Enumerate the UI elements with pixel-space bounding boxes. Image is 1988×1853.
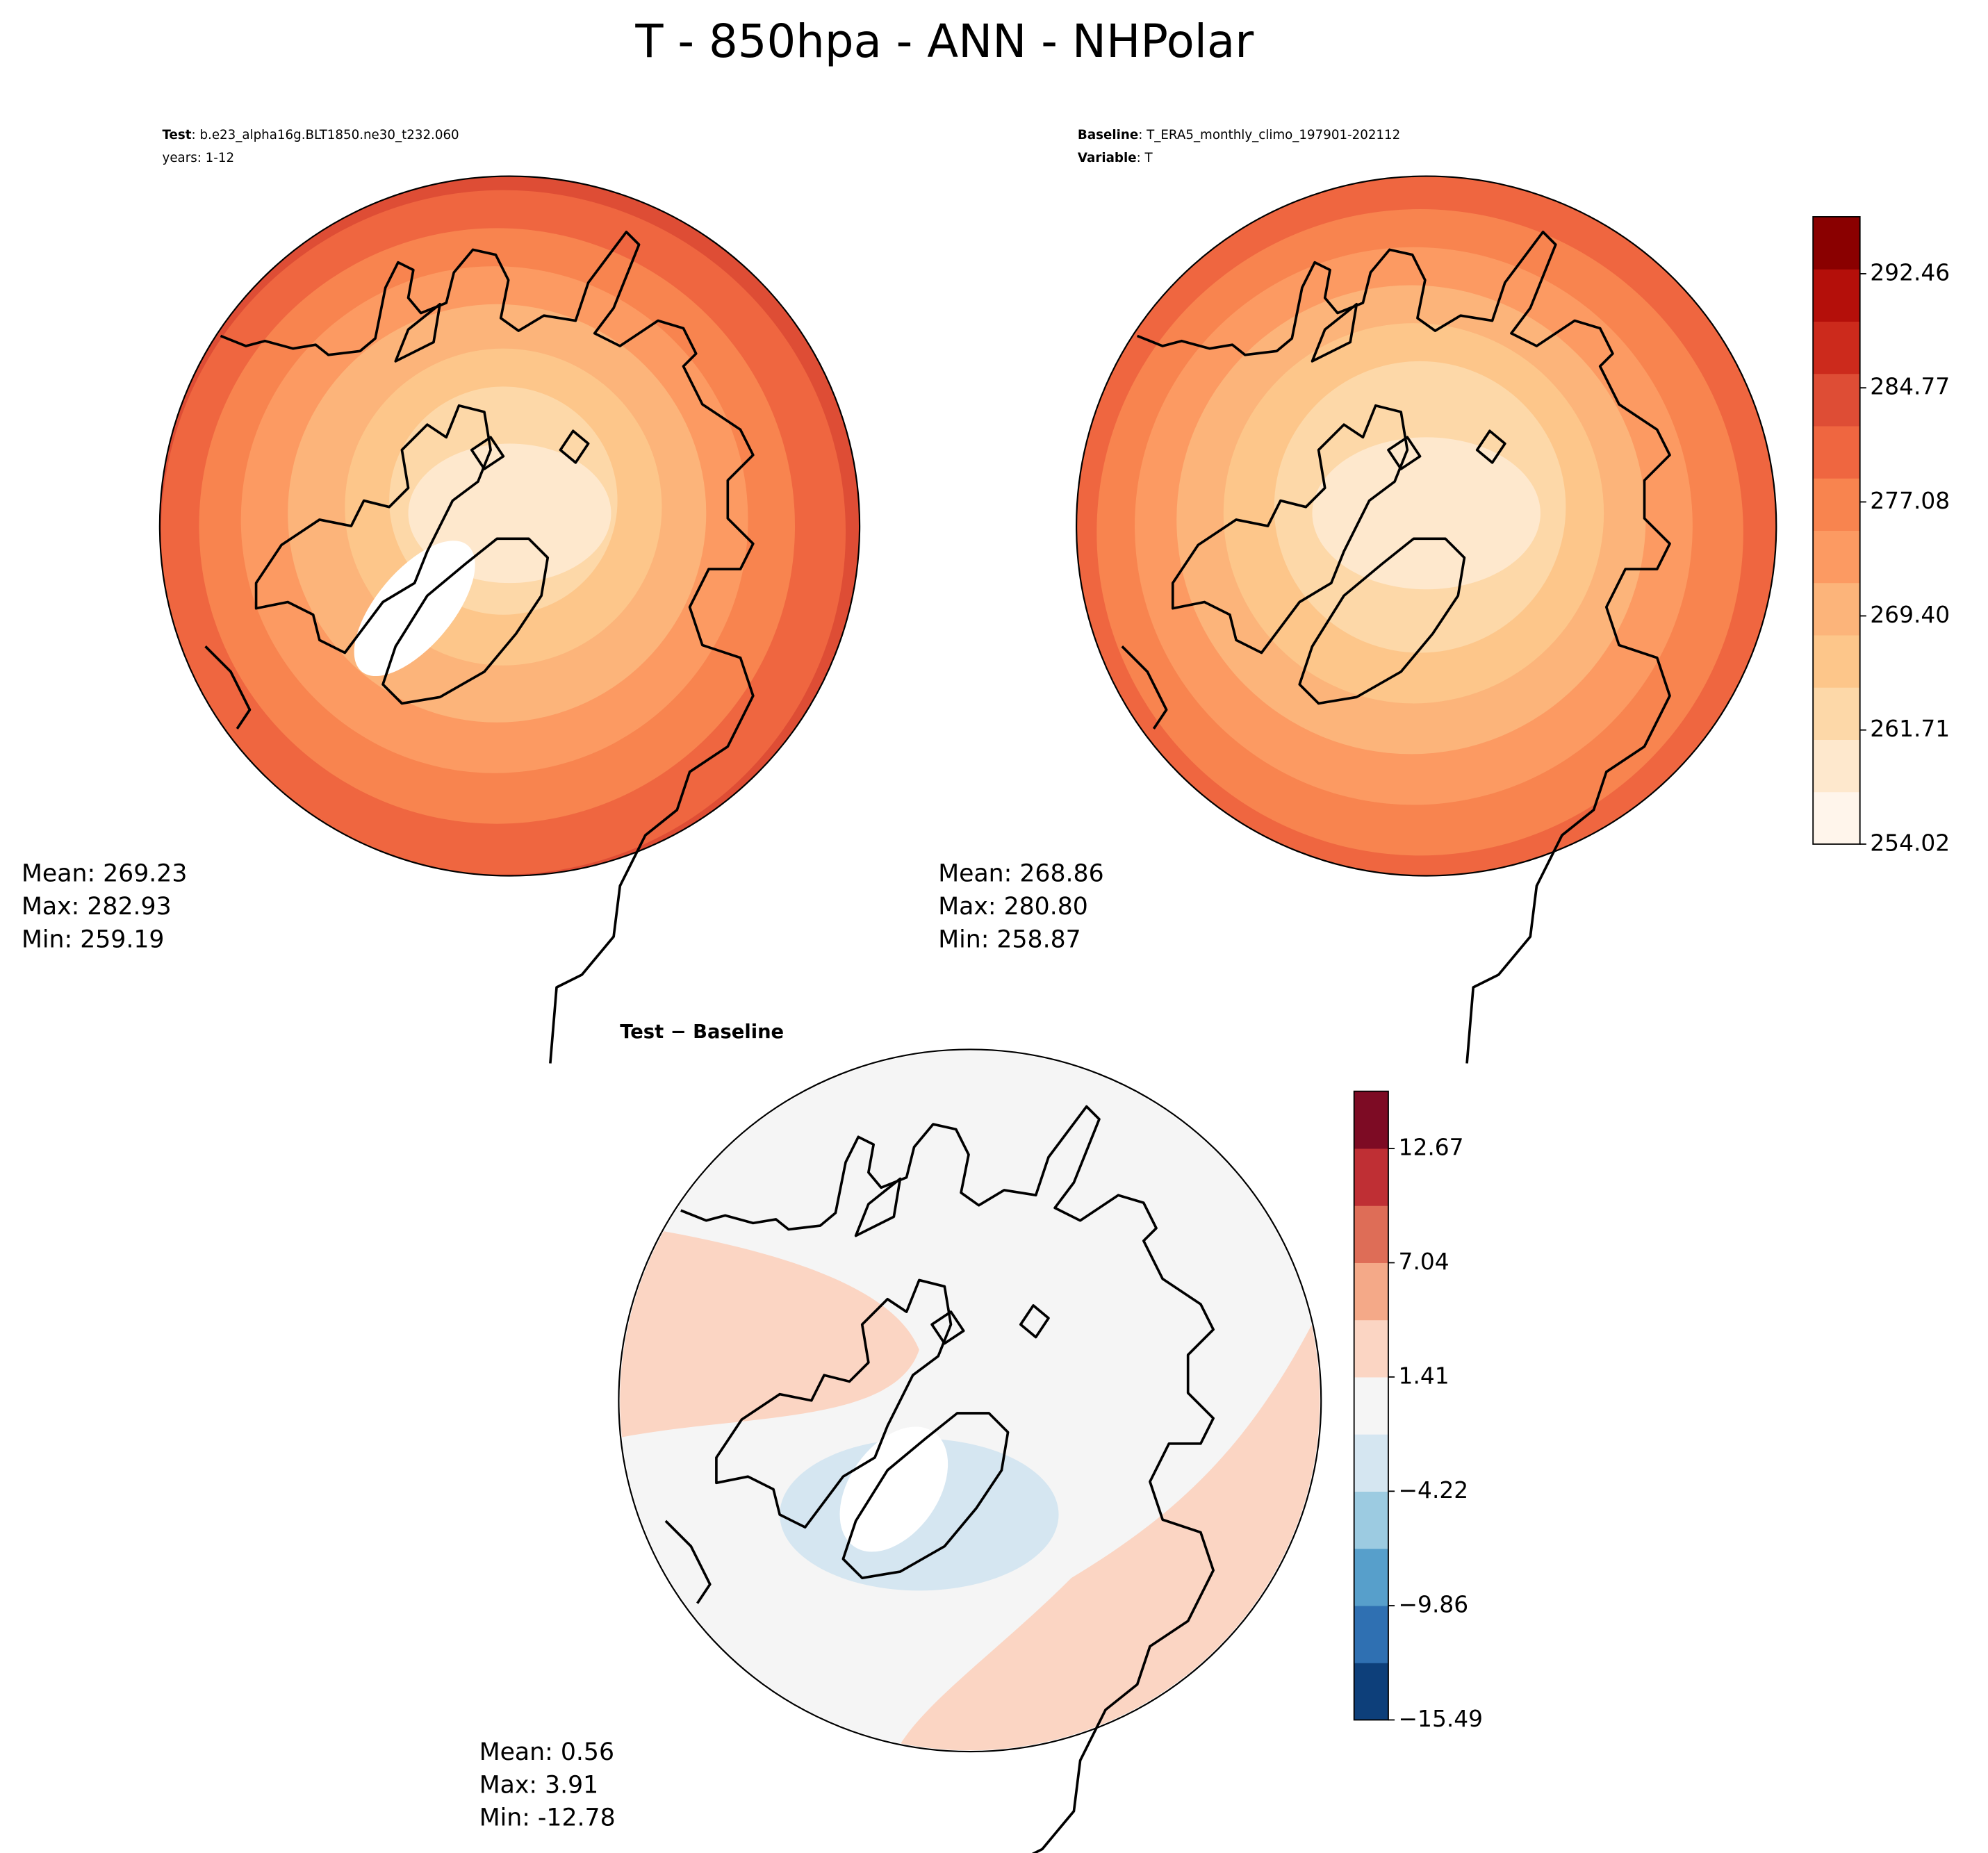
stat-line: Min: -12.78 xyxy=(479,1804,616,1832)
panel-title: Test − Baseline xyxy=(620,1021,784,1043)
colorbar-band xyxy=(1813,739,1860,793)
colorbar-tick-label: 1.41 xyxy=(1399,1362,1449,1389)
colorbar-band xyxy=(1813,791,1860,845)
map-border xyxy=(1076,175,1777,877)
stat-line: Min: 258.87 xyxy=(938,926,1081,954)
colorbar-tick-label: 261.71 xyxy=(1870,716,1950,742)
colorbar-band xyxy=(1813,425,1860,479)
map-panel xyxy=(129,146,890,1065)
colorbar-tick-label: 12.67 xyxy=(1399,1135,1464,1161)
colorbar-band xyxy=(1354,1376,1388,1435)
map-border xyxy=(158,175,861,877)
field xyxy=(589,1020,1350,1781)
colorbar-frame xyxy=(1353,1090,1389,1721)
panel-header: Test: b.e23_alpha16g.BLT1850.ne30_t232.0… xyxy=(163,128,459,142)
panel-header: years: 1-12 xyxy=(163,151,235,165)
field xyxy=(1046,146,1807,907)
map-panel xyxy=(1046,146,1807,1065)
missing-area xyxy=(354,541,475,677)
colorbar-band xyxy=(1354,1148,1388,1206)
colorbar-band xyxy=(1354,1434,1388,1492)
stat-line: Mean: 268.86 xyxy=(938,860,1103,888)
header-text: : b.e23_alpha16g.BLT1850.ne30_t232.060 xyxy=(192,128,459,142)
colorbar-tick-label: 284.77 xyxy=(1870,374,1950,400)
colorbar-band xyxy=(1813,373,1860,427)
map-panel xyxy=(589,1020,1350,1853)
colorbar-band xyxy=(1813,530,1860,584)
colorbar-band xyxy=(1813,216,1860,270)
colorbar-band xyxy=(1354,1205,1388,1263)
colorbar-band xyxy=(1354,1262,1388,1321)
colorbar-band xyxy=(1813,687,1860,740)
colorbar-band xyxy=(1813,321,1860,374)
header-text: : T xyxy=(1137,151,1153,165)
map-border xyxy=(618,1048,1322,1753)
colorbar-tick-label: −4.22 xyxy=(1399,1477,1469,1504)
panel-header: Variable: T xyxy=(1078,151,1153,165)
colorbar-band xyxy=(1813,269,1860,322)
stat-line: Max: 280.80 xyxy=(938,893,1088,921)
colorbar-band xyxy=(1354,1548,1388,1606)
colorbar-band xyxy=(1813,478,1860,531)
header-text: : T_ERA5_monthly_climo_197901-202112 xyxy=(1138,128,1400,142)
stat-line: Mean: 0.56 xyxy=(479,1738,614,1766)
colorbar-tick-label: 254.02 xyxy=(1870,830,1950,856)
panel-header: Baseline: T_ERA5_monthly_climo_197901-20… xyxy=(1078,128,1400,142)
stat-line: Max: 282.93 xyxy=(22,893,172,921)
stat-line: Max: 3.91 xyxy=(479,1771,599,1799)
colorbar-tick-label: 269.40 xyxy=(1870,602,1950,628)
colorbar-band xyxy=(1354,1663,1388,1721)
colorbar-band xyxy=(1813,634,1860,688)
figure-title: T - 850hpa - ANN - NHPolar xyxy=(634,15,1254,68)
stat-line: Min: 259.19 xyxy=(22,926,164,954)
colorbar-tick-label: −9.86 xyxy=(1399,1592,1469,1618)
field xyxy=(129,146,890,907)
colorbar-band xyxy=(1354,1091,1388,1149)
colorbar-frame xyxy=(1812,216,1861,845)
colorbar-tick-label: 292.46 xyxy=(1870,259,1950,286)
header-key: Baseline xyxy=(1078,128,1138,142)
colorbar-tick-label: −15.49 xyxy=(1399,1706,1484,1732)
colorbar-tick-label: 7.04 xyxy=(1399,1249,1449,1275)
colorbar-band xyxy=(1354,1319,1388,1378)
colorbar-band xyxy=(1813,582,1860,636)
header-key: Variable xyxy=(1078,151,1137,165)
colorbar-tick-label: 277.08 xyxy=(1870,488,1950,514)
stat-line: Mean: 269.23 xyxy=(22,860,187,888)
header-text: years: 1-12 xyxy=(163,151,235,165)
header-key: Test xyxy=(163,128,192,142)
colorbar-band xyxy=(1354,1491,1388,1549)
colorbar-band xyxy=(1354,1605,1388,1663)
